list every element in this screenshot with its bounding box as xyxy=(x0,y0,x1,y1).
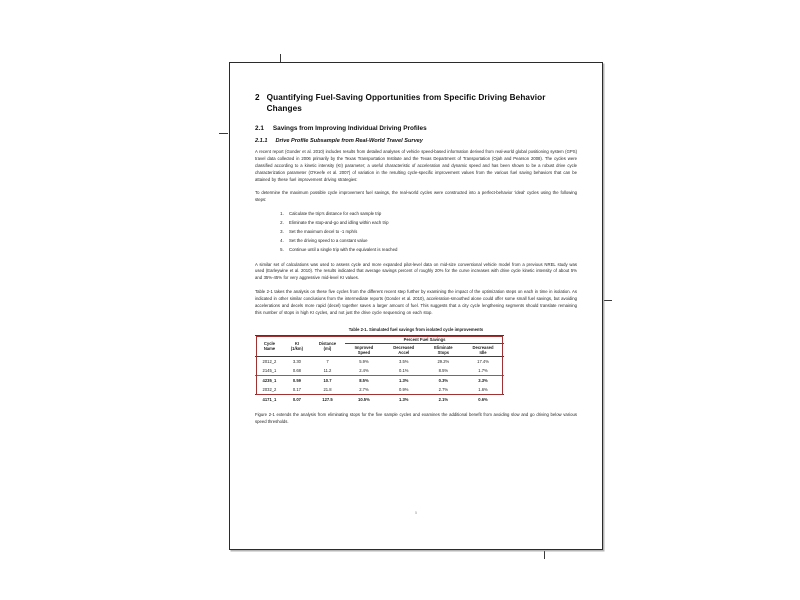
document-page: 2 Quantifying Fuel-Saving Opportunities … xyxy=(229,62,603,550)
table-group-header-row: Cycle Name KI (1/km) Distance (mi) Percent … xyxy=(255,334,504,358)
page-number: 5 xyxy=(414,510,418,515)
table-body: 2012_2 3.30 7 5.9% 3.5% 29.2% 17.4% 2145… xyxy=(255,357,504,405)
col-header-ki: KI (1/km) xyxy=(283,334,310,358)
cell-ki: 0.17 xyxy=(292,387,301,393)
body-paragraph-2: A similar set of calculations was used t… xyxy=(255,261,577,281)
cell-distance: 11.2 xyxy=(323,368,332,374)
table-row: 4171_1 0.07 127.5 10.5% 1.3% 2.1% 0.6% xyxy=(255,394,504,405)
fuel-savings-table: Cycle Name KI (1/km) Distance (mi) Percent … xyxy=(255,334,504,405)
table-head: Cycle Name KI (1/km) Distance (mi) Percent … xyxy=(255,334,504,358)
col-header-eliminate-stops: Eliminate Stops xyxy=(424,343,463,358)
cell-distance: 10.7 xyxy=(309,375,346,386)
cell-improved-speed: 8.5% xyxy=(345,375,383,386)
cell-eliminate-stops: 2.7% xyxy=(438,387,449,393)
cell-decreased-idle: 1.7% xyxy=(478,368,488,374)
page-content: 2 Quantifying Fuel-Saving Opportunities … xyxy=(255,93,577,426)
list-item: Continue until a single trip with the eq… xyxy=(285,246,577,255)
cell-decreased-idle: 1.6% xyxy=(478,387,488,393)
list-item: Eliminate the stop-and-go and idling wit… xyxy=(285,219,577,228)
cell-ki: 0.59 xyxy=(283,375,310,386)
cell-cycle-name: 2032_2 xyxy=(262,387,277,393)
cell-decreased-idle: 3.3% xyxy=(462,375,504,386)
crop-mark-right xyxy=(604,300,612,301)
subsubsection-title: Drive Profile Subsample from Real-World … xyxy=(275,138,423,144)
list-item: Set the maximum decel to -1 mph/s xyxy=(285,228,577,237)
cell-decreased-accel: 3.5% xyxy=(399,359,409,365)
cell-improved-speed: 10.5% xyxy=(345,394,383,405)
subsection-heading: 2.1 Savings from Improving Individual Dr… xyxy=(255,125,577,132)
table-row: 2145_1 0.68 11.2 2.4% 0.1% 8.5% 1.7% xyxy=(255,366,504,376)
steps-intro: To determine the maximum possible cycle … xyxy=(255,190,577,203)
table-row: 2032_2 0.17 21.8 2.7% 0.9% 2.7% 1.6% xyxy=(255,385,504,395)
steps-list: Calculate the trip's distance for each s… xyxy=(255,210,577,254)
list-item: Set the driving speed to a constant valu… xyxy=(285,237,577,246)
cell-ki: 0.07 xyxy=(283,394,310,405)
cell-distance: 21.8 xyxy=(323,387,332,393)
subsection-number: 2.1 xyxy=(255,125,264,132)
section-heading: 2 Quantifying Fuel-Saving Opportunities … xyxy=(255,93,577,114)
cell-cycle-name: 2145_1 xyxy=(262,368,277,374)
cell-cycle-name: 4171_1 xyxy=(255,394,284,405)
crop-mark-top xyxy=(280,54,281,62)
col-group-header-percent-fuel-savings: Percent Fuel Savings xyxy=(345,334,504,344)
cell-ki: 0.68 xyxy=(292,368,301,374)
cell-decreased-idle: 17.4% xyxy=(477,359,489,365)
table-caption: Table 2-1. Simulated fuel savings from i… xyxy=(348,326,484,332)
figure-note: Figure 2-1 extends the analysis from eli… xyxy=(255,412,577,425)
col-header-improved-speed: Improved Speed xyxy=(345,343,383,358)
cell-distance: 127.5 xyxy=(309,394,346,405)
cell-eliminate-stops: 2.1% xyxy=(424,394,463,405)
table-header-row: Improved Speed Decreased Accel Eliminate St… xyxy=(255,343,504,358)
col-header-decreased-accel: Decreased Accel xyxy=(382,343,425,358)
cell-eliminate-stops: 29.2% xyxy=(437,359,450,365)
section-title: Quantifying Fuel-Saving Opportunities fr… xyxy=(266,93,546,113)
cell-improved-speed: 2.4% xyxy=(359,368,369,374)
cell-decreased-accel: 1.3% xyxy=(382,394,425,405)
cell-improved-speed: 2.7% xyxy=(359,387,369,393)
table-block: Table 2-1. Simulated fuel savings from i… xyxy=(255,327,577,405)
cell-decreased-accel: 0.1% xyxy=(399,368,409,374)
cell-ki: 3.30 xyxy=(292,359,301,365)
body-paragraph-1: A recent report (Gonder et al. 2010) inc… xyxy=(255,149,577,182)
cell-decreased-accel: 1.3% xyxy=(382,375,425,386)
cell-eliminate-stops: 8.5% xyxy=(438,368,449,374)
cell-decreased-accel: 0.9% xyxy=(399,387,409,393)
cell-eliminate-stops: 0.3% xyxy=(424,375,463,386)
col-header-distance: Distance (mi) xyxy=(309,334,346,358)
col-header-decreased-idle: Decreased Idle xyxy=(462,343,504,358)
table-row: 2012_2 3.30 7 5.9% 3.5% 29.2% 17.4% xyxy=(255,357,504,367)
col-header-cycle-name: Cycle Name xyxy=(255,334,284,358)
crop-mark-left xyxy=(219,133,228,134)
cell-cycle-name: 4235_1 xyxy=(255,375,284,386)
section-number: 2 xyxy=(255,93,260,102)
cell-decreased-idle: 0.6% xyxy=(462,394,504,405)
crop-mark-bottom xyxy=(544,551,545,559)
table-row: 4235_1 0.59 10.7 8.5% 1.3% 0.3% 3.3% xyxy=(255,375,504,386)
subsubsection-number: 2.1.1 xyxy=(255,138,268,144)
subsubsection-heading: 2.1.1 Drive Profile Subsample from Real-… xyxy=(255,138,577,144)
subsection-title: Savings from Improving Individual Drivin… xyxy=(272,125,427,132)
cell-improved-speed: 5.9% xyxy=(359,359,369,365)
cell-distance: 7 xyxy=(326,359,329,365)
list-item: Calculate the trip's distance for each s… xyxy=(285,210,577,219)
cell-cycle-name: 2012_2 xyxy=(262,359,277,365)
body-paragraph-3: Table 2-1 takes the analysis on these fi… xyxy=(255,289,577,315)
